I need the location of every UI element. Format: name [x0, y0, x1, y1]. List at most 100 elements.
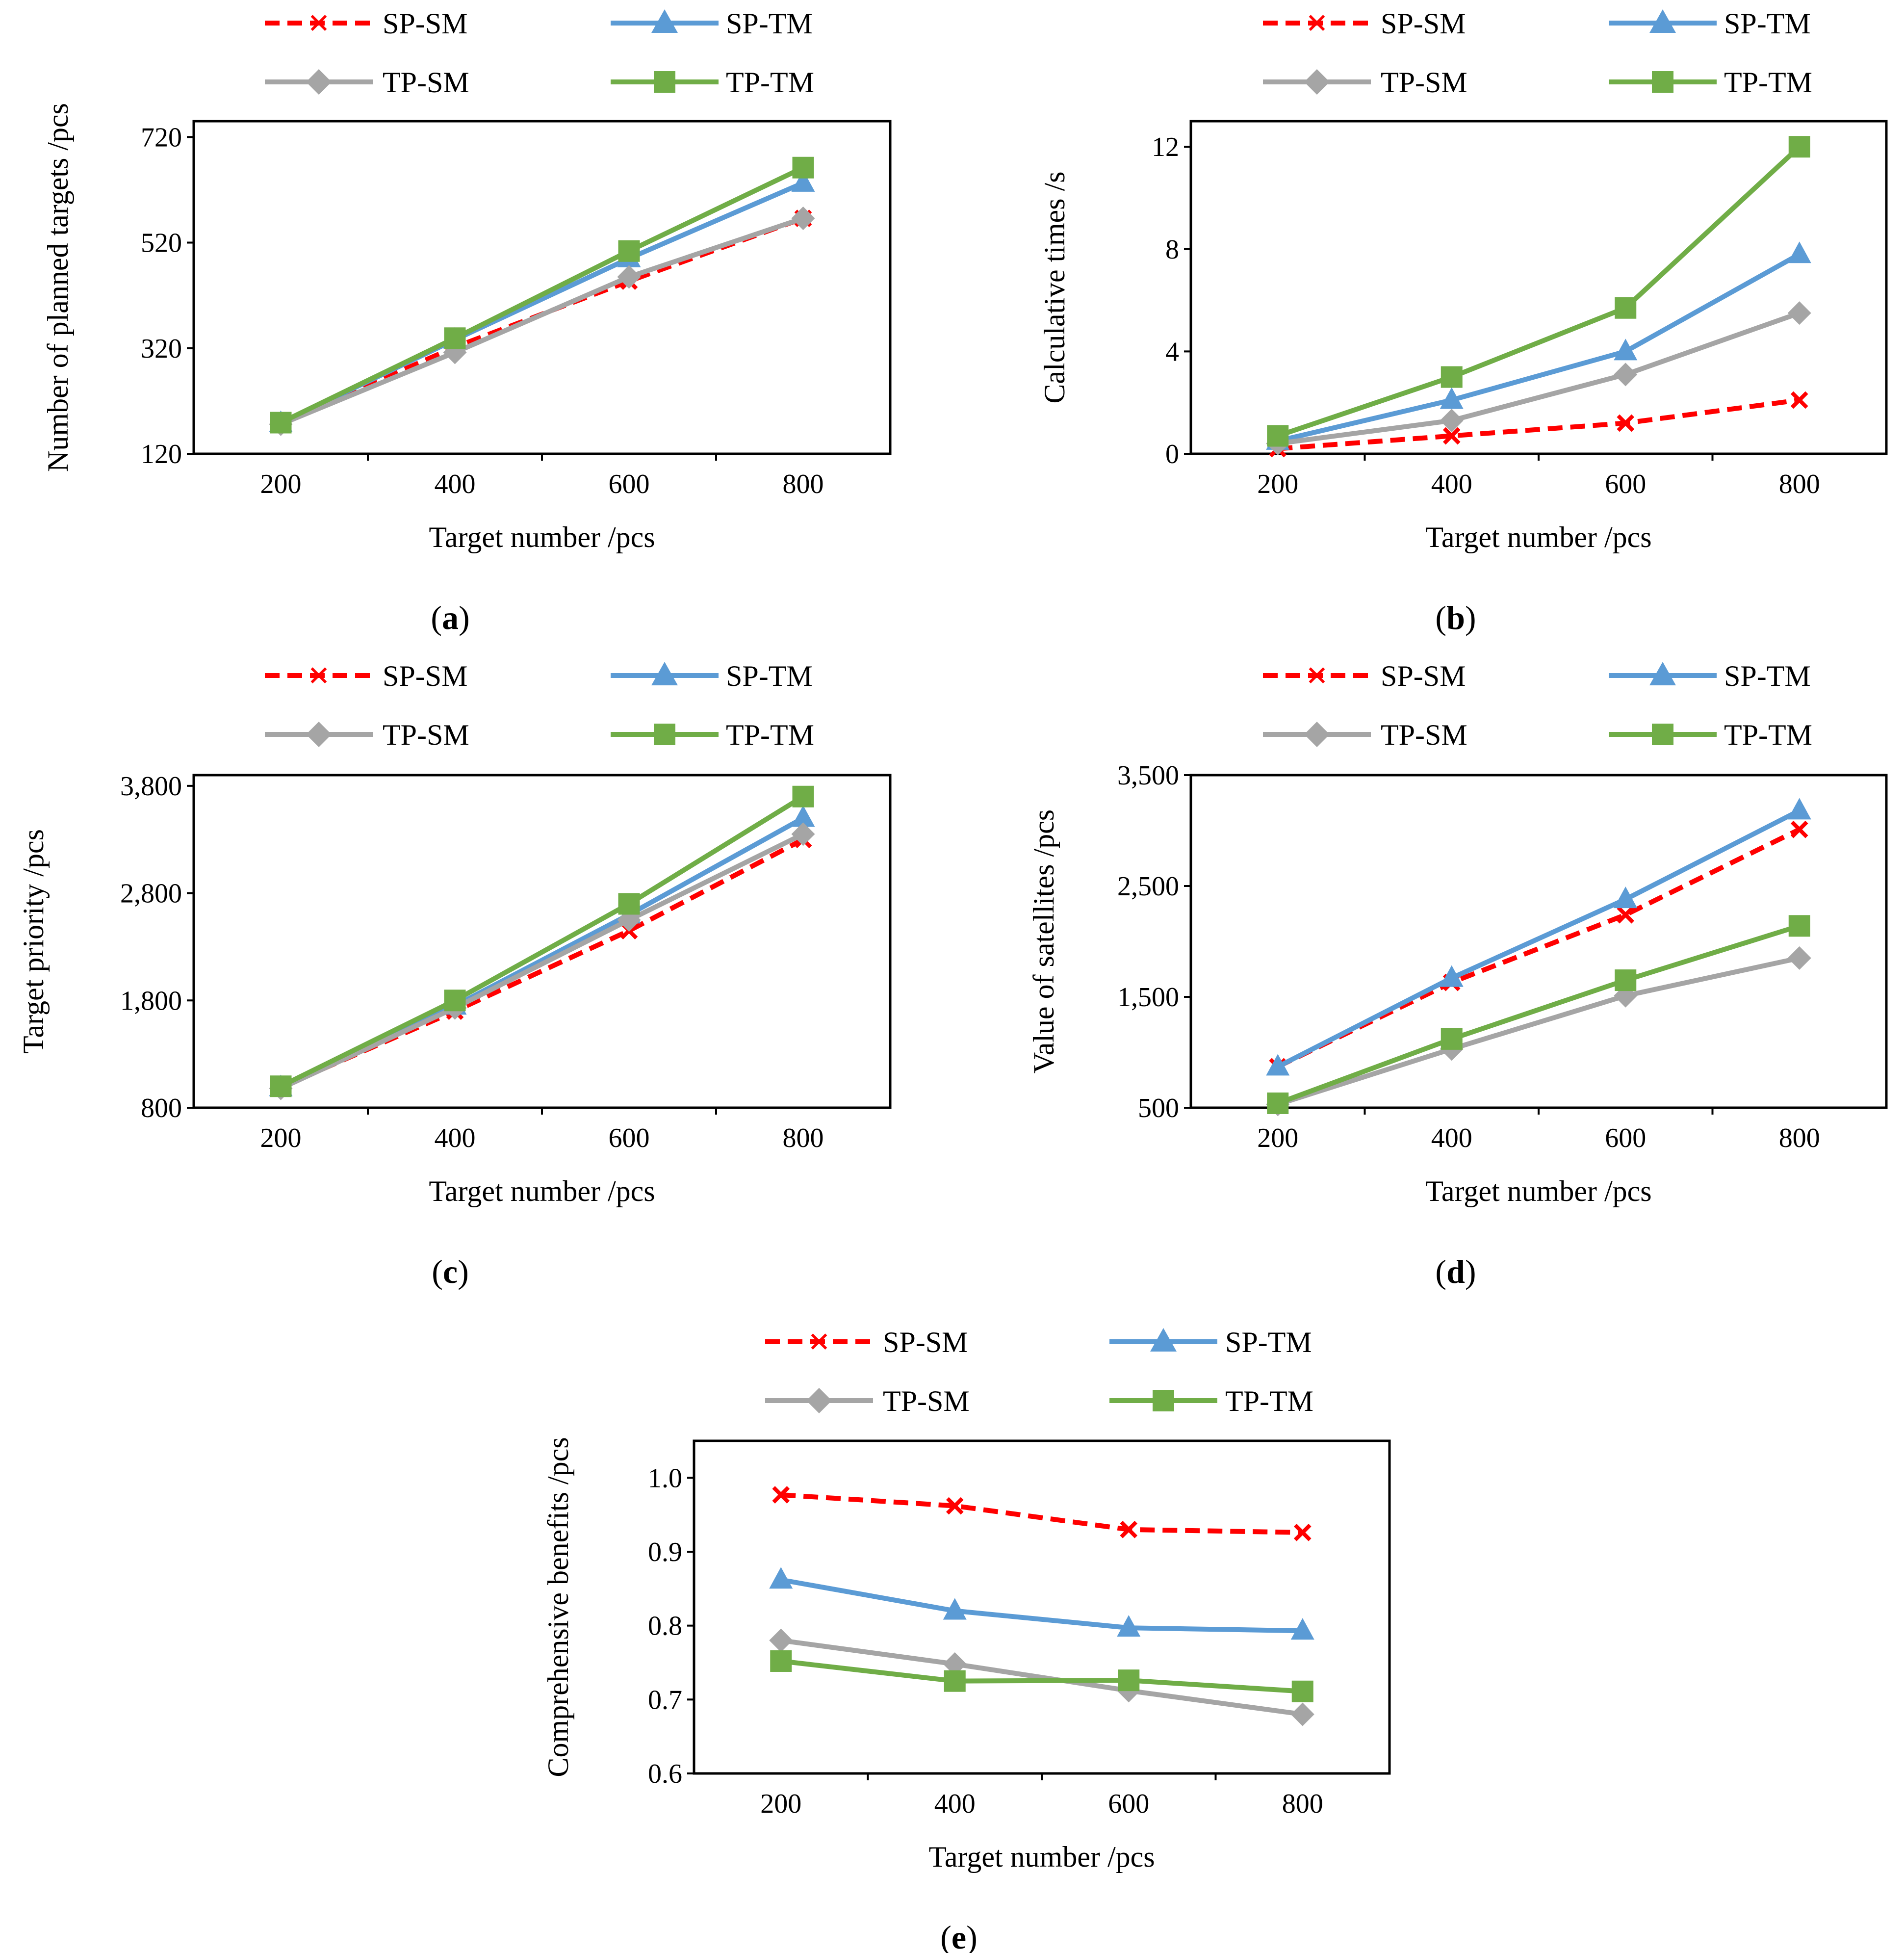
legend-square-marker [1652, 71, 1673, 93]
plot-lines-d [1266, 798, 1811, 1117]
y-tick-label: 3,800 [120, 771, 182, 802]
series-line-tp-tm [1277, 923, 1801, 1106]
y-tick-label: 0 [1165, 439, 1179, 469]
x-tick-label: 600 [609, 1123, 650, 1153]
data-point-tp-tm [270, 412, 292, 434]
y-tick-label: 720 [141, 122, 182, 153]
legend-label-sp-tm: SP-TM [1724, 660, 1811, 692]
plot-area-a [192, 120, 892, 455]
x-tick-label: 600 [1605, 469, 1646, 499]
data-point-tp-tm [1615, 969, 1637, 991]
legend-label-sp-sm: SP-SM [383, 7, 467, 40]
data-point-sp-tm [1787, 241, 1811, 263]
legend-b: ✕ SP-SM SP-TM TP-SM TP-TM [1263, 7, 1812, 99]
x-tick-label: 400 [435, 469, 476, 499]
data-point-sp-tm [791, 170, 815, 192]
series-line-sp-tm [1276, 808, 1801, 1069]
legend-square-marker [1153, 1390, 1174, 1411]
legend-label-sp-sm: SP-SM [383, 660, 467, 692]
legend-label-sp-sm: SP-SM [1381, 7, 1466, 40]
panel-b: ✕ SP-SM SP-TM TP-SM TP-TM Target number … [1038, 7, 1888, 636]
y-tick-label: 2,800 [120, 879, 182, 909]
data-point-tp-sm [1787, 946, 1811, 970]
data-point-tp-sm [791, 822, 815, 846]
data-point-sp-sm [1293, 1524, 1312, 1541]
data-point-tp-tm [770, 1650, 792, 1672]
x-tick-label: 800 [1282, 1789, 1323, 1819]
data-point-sp-tm [1787, 798, 1811, 820]
series-line-tp-sm [1277, 311, 1801, 446]
data-point-tp-sm [1440, 409, 1464, 433]
legend-label-tp-sm: TP-SM [1381, 66, 1467, 99]
y-tick-label: 12 [1152, 132, 1179, 162]
legend-square-marker [1652, 724, 1673, 745]
y-tick-label: 1,500 [1117, 982, 1179, 1013]
data-point-sp-sm [1442, 427, 1461, 445]
plot-lines-e [769, 1486, 1314, 1726]
legend-label-sp-sm: SP-SM [883, 1326, 968, 1358]
data-point-tp-tm [618, 893, 640, 915]
y-tick-label: 500 [1138, 1093, 1179, 1123]
data-point-tp-tm [1267, 425, 1289, 447]
legend-label-sp-tm: SP-TM [726, 660, 813, 692]
data-point-tp-tm [1291, 1680, 1313, 1702]
panel-c: ✕ SP-SM SP-TM TP-SM TP-TM Target number … [17, 660, 892, 1290]
series-line-sp-sm [1277, 397, 1800, 451]
plot-lines-b [1266, 136, 1811, 458]
y-axis-label-a: Number of planned targets /pcs [42, 103, 74, 472]
y-tick-label: 0.8 [648, 1611, 682, 1641]
x-tick-label: 600 [609, 469, 650, 499]
panel-d: ✕ SP-SM SP-TM TP-SM TP-TM Target number … [1028, 660, 1888, 1290]
data-point-sp-tm [769, 1567, 793, 1589]
y-tick-label: 520 [141, 228, 182, 259]
data-point-sp-sm [1617, 414, 1635, 432]
x-axis-label-c: Target number /pcs [429, 1175, 655, 1207]
x-axis-label-d: Target number /pcs [1425, 1175, 1651, 1207]
y-tick-label: 0.6 [648, 1759, 682, 1789]
panel-a: ✕ SP-SM SP-TM TP-SM TP-TM Target number … [42, 7, 892, 636]
legend-label-sp-sm: SP-SM [1381, 660, 1466, 692]
plot-area-e [693, 1439, 1391, 1775]
data-point-tp-tm [1441, 366, 1463, 388]
panel-label-d: (d) [1435, 1253, 1476, 1290]
legend-x-marker: ✕ [1306, 660, 1329, 692]
x-tick-label: 200 [1257, 469, 1298, 499]
data-point-sp-sm [772, 1486, 790, 1504]
x-axis-label-b: Target number /pcs [1425, 521, 1651, 553]
y-tick-label: 8 [1165, 234, 1179, 265]
data-point-sp-tm [1290, 1618, 1314, 1640]
x-tick-label: 600 [1605, 1123, 1646, 1153]
legend-label-tp-sm: TP-SM [883, 1385, 970, 1417]
legend-d: ✕ SP-SM SP-TM TP-SM TP-TM [1263, 660, 1812, 751]
data-point-tp-sm [791, 207, 815, 231]
data-point-tp-tm [444, 990, 466, 1012]
data-point-tp-tm [1788, 915, 1810, 937]
legend-x-marker: ✕ [308, 8, 331, 40]
legend-label-tp-tm: TP-TM [1225, 1385, 1313, 1417]
data-point-tp-tm [1441, 1028, 1463, 1050]
data-point-sp-tm [1614, 886, 1638, 909]
legend-x-marker: ✕ [808, 1327, 831, 1358]
data-point-tp-tm [270, 1075, 292, 1097]
legend-label-tp-tm: TP-TM [1724, 66, 1812, 99]
legend-label-tp-sm: TP-SM [383, 66, 469, 99]
y-tick-label: 3,500 [1117, 760, 1179, 791]
legend-label-tp-sm: TP-SM [383, 719, 469, 751]
data-point-sp-tm [1266, 1054, 1290, 1076]
x-tick-label: 200 [260, 1123, 302, 1153]
data-point-tp-sm [1614, 363, 1638, 387]
x-tick-label: 600 [1108, 1789, 1149, 1819]
data-point-sp-tm [1117, 1615, 1141, 1637]
x-tick-label: 400 [1431, 469, 1472, 499]
legend-label-tp-sm: TP-SM [1381, 719, 1467, 751]
legend-label-sp-tm: SP-TM [1724, 7, 1811, 40]
series-line-sp-tm [1277, 252, 1801, 443]
legend-diamond-marker [1304, 722, 1330, 747]
data-point-tp-sm [1290, 1702, 1314, 1726]
y-axis-label-e: Comprehensive benefits /pcs [542, 1437, 574, 1777]
legend-c: ✕ SP-SM SP-TM TP-SM TP-TM [265, 660, 814, 751]
legend-label-tp-tm: TP-TM [726, 719, 814, 751]
legend-diamond-marker [306, 69, 332, 95]
data-point-tp-sm [1787, 301, 1811, 325]
